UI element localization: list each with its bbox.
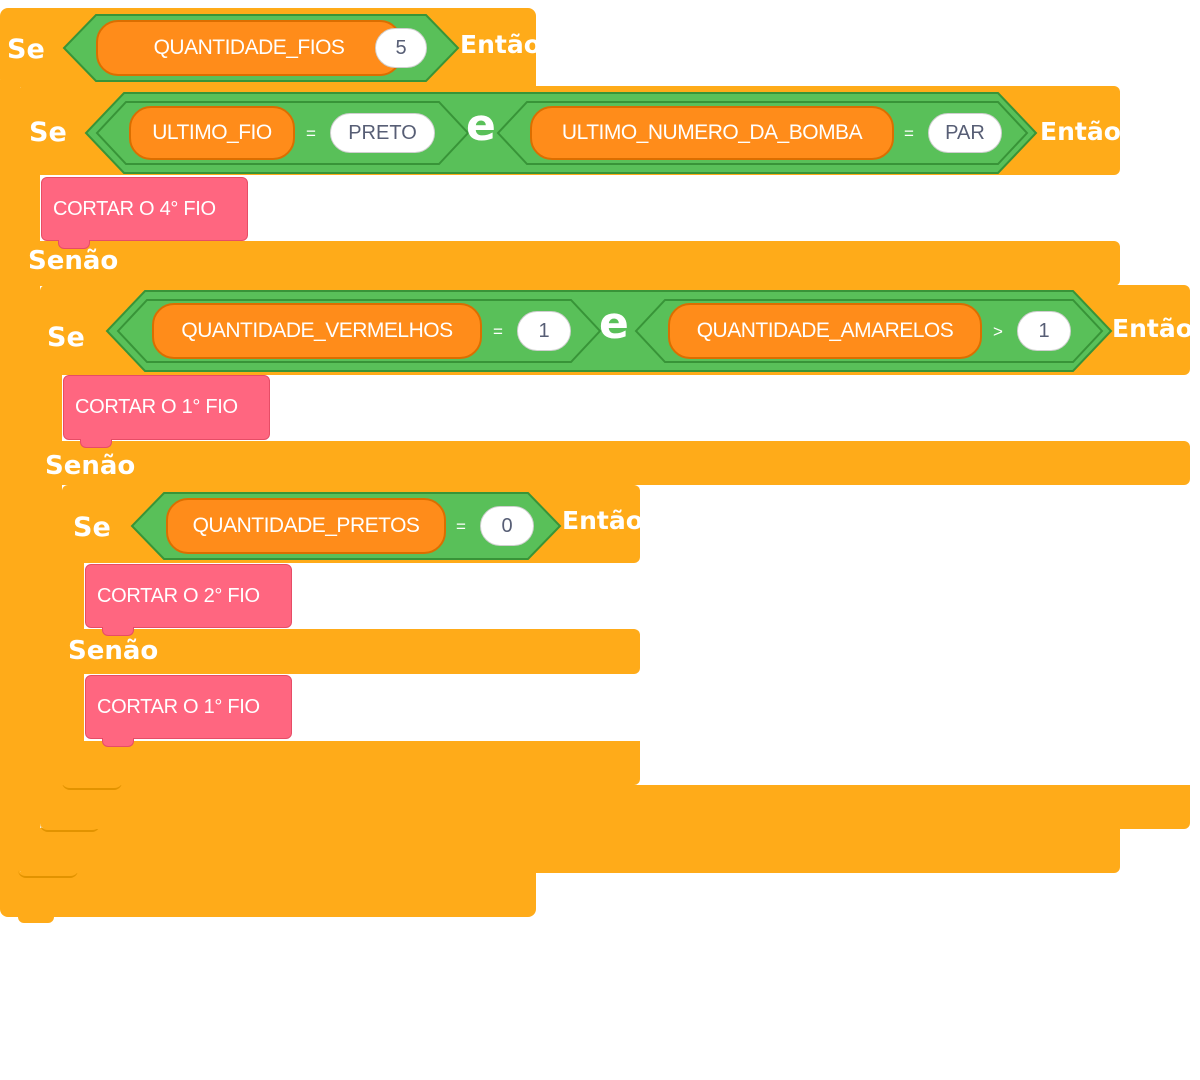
command-cut-1st-wire[interactable]: CORTAR O 1° FIO (63, 375, 270, 448)
and-keyword: e (599, 298, 629, 349)
if-block-2-arm (18, 170, 40, 870)
if-block-4-bottom (62, 741, 640, 785)
else-keyword: Senão (45, 451, 136, 481)
if-block-3-bottom (40, 785, 1190, 829)
condition-quantidade-fios[interactable]: QUANTIDADE_FIOS = 5 (62, 14, 460, 82)
if-block-2-else-bar (18, 241, 1120, 286)
equals-operator: = (493, 322, 503, 341)
equals-operator: = (306, 124, 316, 143)
then-keyword: Então (460, 30, 541, 59)
equals-operator: = (456, 517, 466, 536)
if-block-4-else-bar (62, 629, 640, 674)
value-input[interactable]: PRETO (330, 113, 435, 153)
value-input[interactable]: 0 (480, 506, 534, 546)
condition-and-3[interactable]: QUANTIDADE_VERMELHOS = 1 e QUANTIDADE_AM… (105, 290, 1113, 372)
variable-quantidade-fios[interactable]: QUANTIDADE_FIOS (96, 20, 402, 76)
value-input[interactable]: 1 (1017, 311, 1071, 351)
if-block-1-bottom (0, 872, 536, 917)
if-block-3-else-bar (40, 441, 1190, 485)
equals-operator: = (904, 124, 914, 143)
variable-ultimo-numero-da-bomba[interactable]: ULTIMO_NUMERO_DA_BOMBA (530, 106, 894, 160)
if-block-1-arm (0, 80, 20, 880)
if-block-2-bottom (18, 828, 1120, 873)
variable-ultimo-fio[interactable]: ULTIMO_FIO (129, 106, 295, 160)
if-block-1-inner-notch (18, 866, 78, 878)
if-block-3-arm (40, 370, 62, 790)
command-cut-2nd-wire[interactable]: CORTAR O 2° FIO (85, 564, 292, 636)
condition-and-2[interactable]: ULTIMO_FIO = PRETO e ULTIMO_NUMERO_DA_BO… (84, 92, 1038, 174)
greater-than-operator: > (993, 322, 1003, 341)
else-keyword: Senão (28, 246, 119, 276)
variable-quantidade-pretos[interactable]: QUANTIDADE_PRETOS (166, 498, 446, 554)
command-cut-4th-wire[interactable]: CORTAR O 4° FIO (41, 177, 248, 249)
then-keyword: Então (562, 506, 643, 535)
then-keyword: Então (1112, 314, 1193, 343)
if-block-1-notch (18, 916, 54, 923)
if-keyword: Se (73, 512, 111, 543)
command-cut-1st-wire[interactable]: CORTAR O 1° FIO (85, 675, 292, 747)
and-keyword: e (466, 100, 496, 151)
condition-quantidade-pretos[interactable]: QUANTIDADE_PRETOS = 0 (130, 492, 562, 560)
value-input[interactable]: 1 (517, 311, 571, 351)
value-input[interactable]: PAR (928, 113, 1002, 153)
if-keyword: Se (7, 34, 45, 65)
if-block-2-inner-notch (40, 820, 100, 832)
if-keyword: Se (29, 117, 67, 148)
if-block-3-inner-notch (62, 778, 122, 790)
else-keyword: Senão (68, 636, 159, 666)
then-keyword: Então (1040, 117, 1121, 146)
variable-quantidade-amarelos[interactable]: QUANTIDADE_AMARELOS (668, 303, 982, 359)
variable-quantidade-vermelhos[interactable]: QUANTIDADE_VERMELHOS (152, 303, 482, 359)
value-input[interactable]: 5 (375, 28, 427, 68)
if-keyword: Se (47, 322, 85, 353)
